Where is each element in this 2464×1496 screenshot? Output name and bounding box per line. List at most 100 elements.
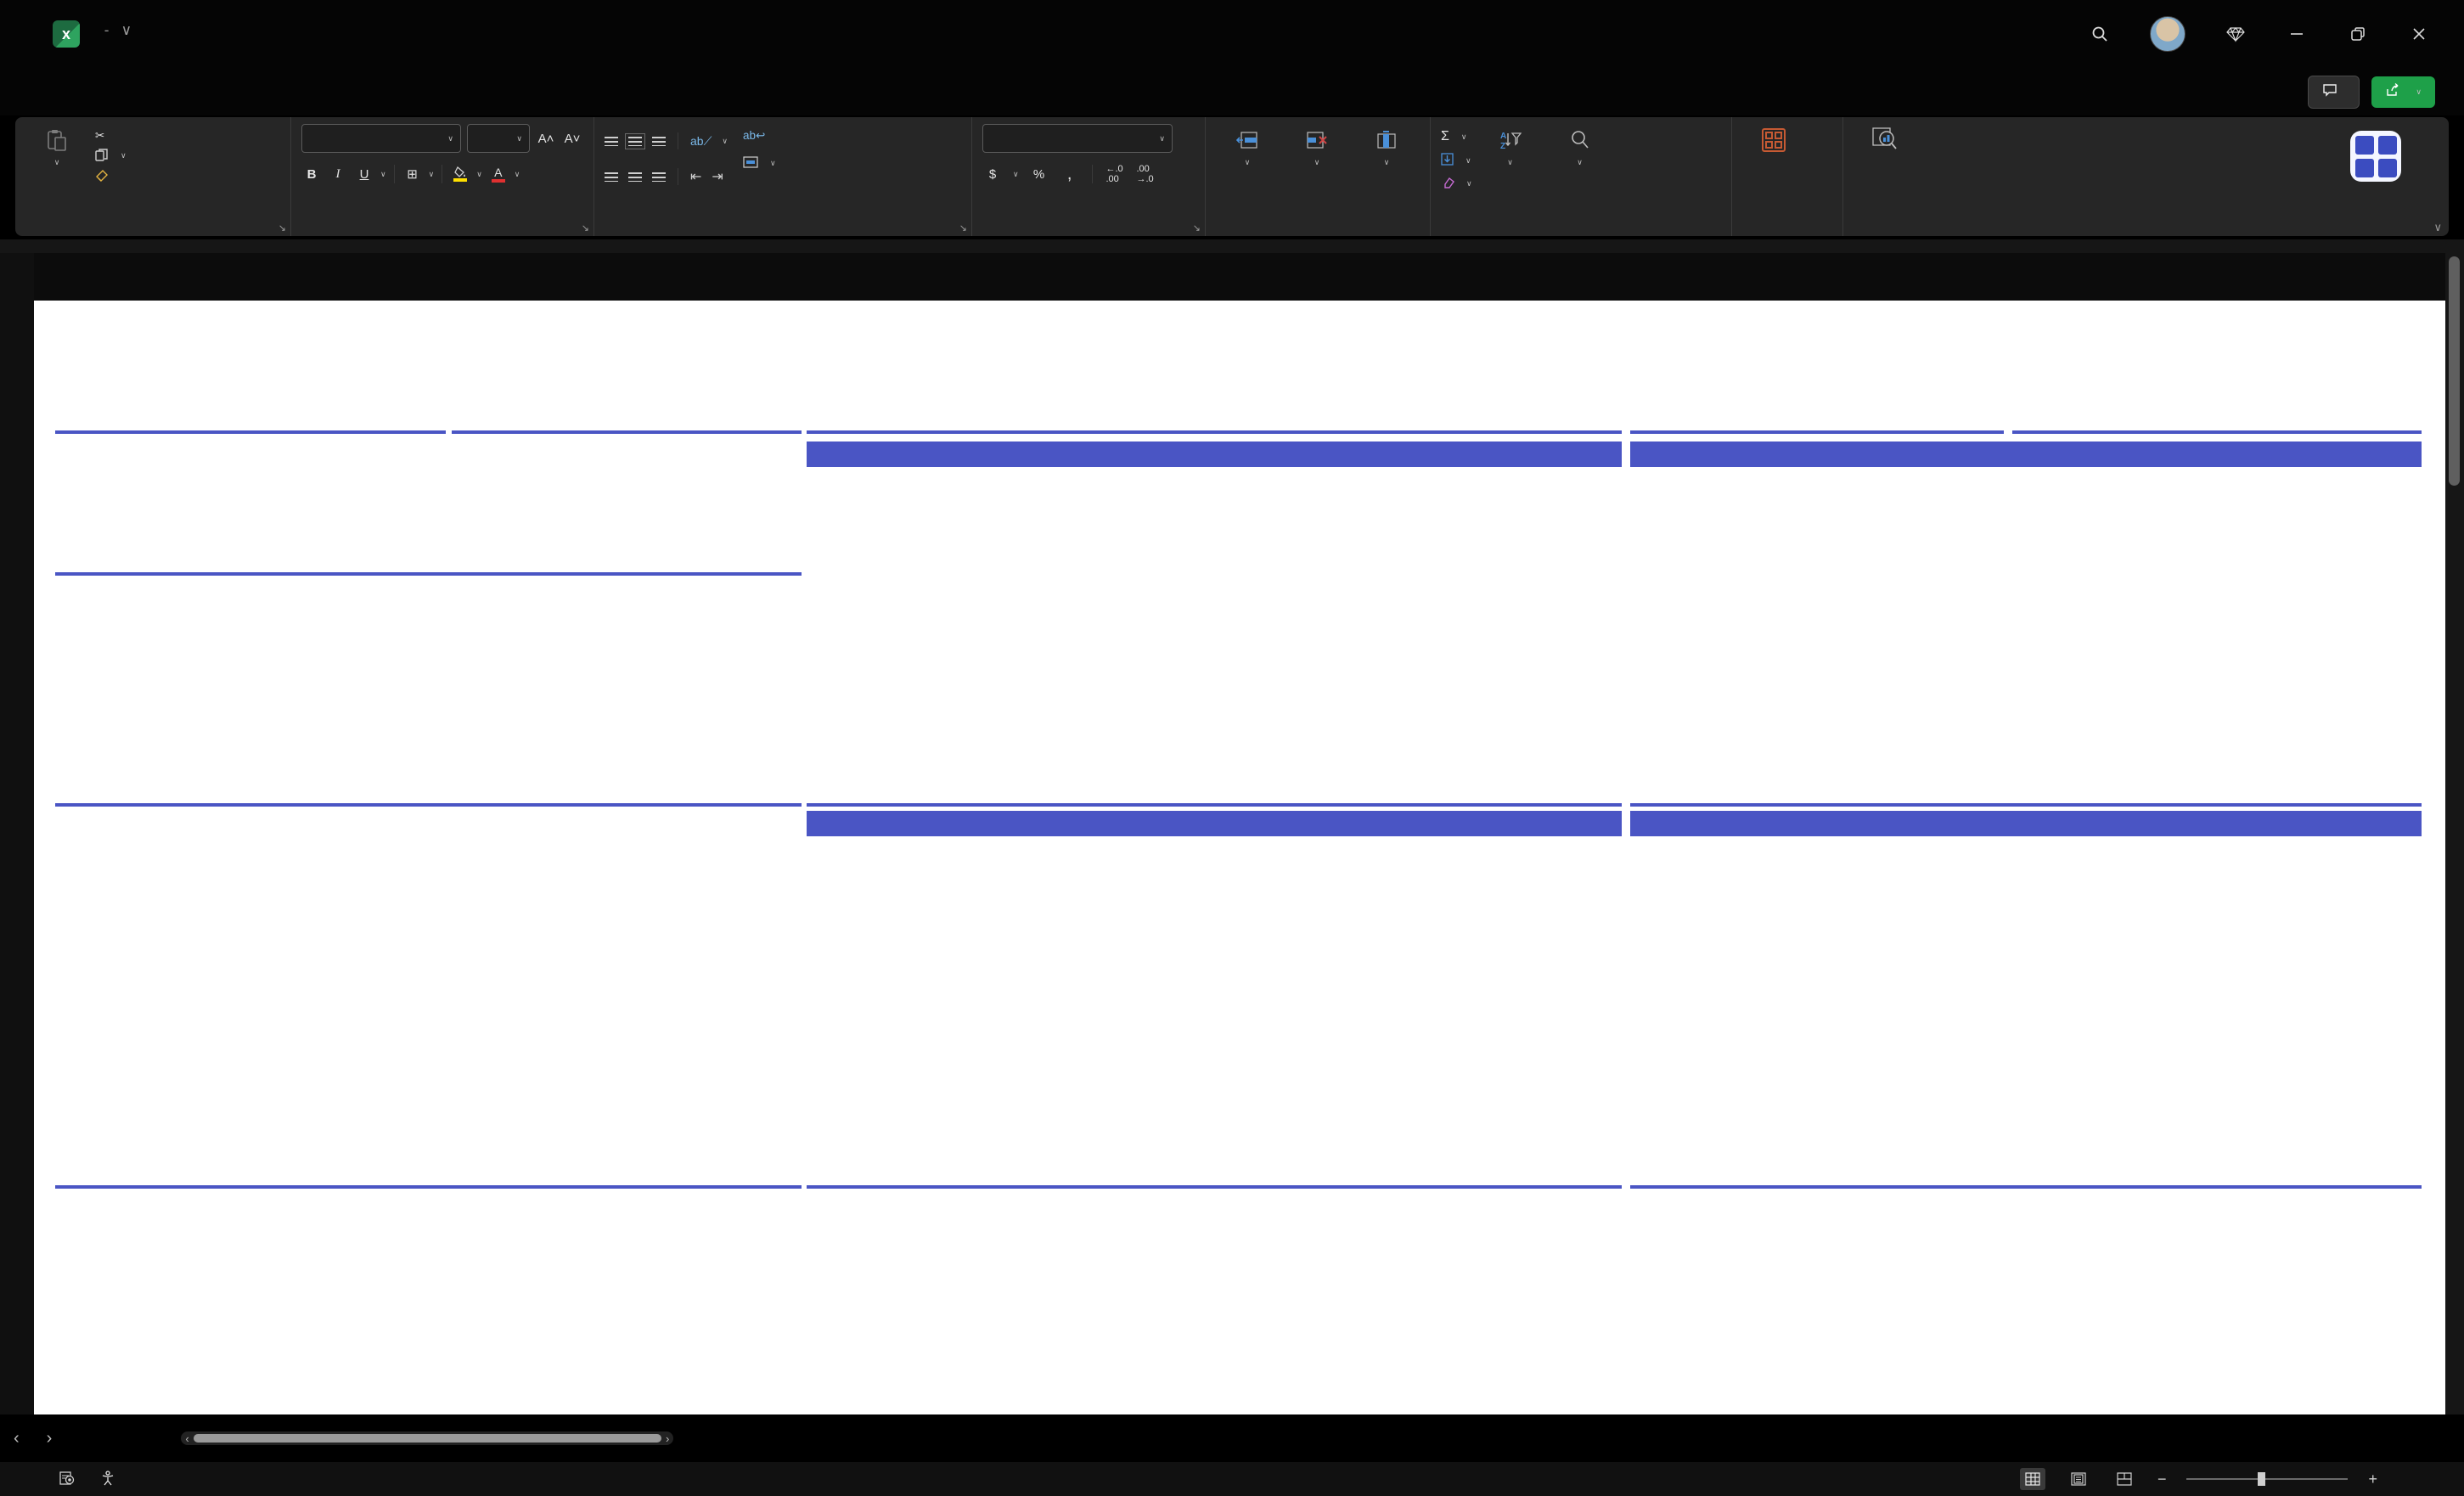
tabs-scroll-right-icon[interactable]: › [46, 1428, 53, 1448]
autosum-button[interactable]: Σ ∨ [1441, 129, 1467, 143]
find-select-button[interactable]: ∨ [1549, 124, 1612, 219]
fill-color-button[interactable] [450, 163, 470, 185]
format-painter-button[interactable] [95, 169, 127, 185]
font-color-button[interactable]: A [488, 163, 509, 185]
align-middle-icon[interactable] [625, 132, 645, 149]
chevron-down-icon: ∨ [447, 133, 453, 143]
close-button[interactable] [2408, 23, 2430, 45]
minimize-button[interactable] [2286, 23, 2308, 45]
zoom-out-button[interactable]: − [2157, 1470, 2167, 1488]
page-break-view-button[interactable] [2112, 1468, 2137, 1490]
fill-down-icon [1441, 153, 1454, 168]
eraser-icon [1441, 177, 1454, 191]
font-size-select[interactable]: ∨ [467, 124, 530, 153]
paste-button[interactable]: ∨ [25, 124, 88, 219]
bold-button[interactable]: B [307, 166, 317, 182]
format-cells-button[interactable]: ∨ [1355, 124, 1418, 219]
macro-record-icon[interactable] [59, 1471, 75, 1488]
premium-diamond-icon[interactable] [2225, 23, 2247, 45]
cash-flow-plot [807, 836, 1622, 1189]
comma-style-button[interactable]: , [1066, 164, 1072, 183]
tabs-scroll-left-icon[interactable]: ‹ [14, 1428, 20, 1448]
excel-app-icon: x [53, 20, 80, 48]
restore-button[interactable] [2347, 23, 2369, 45]
align-left-icon[interactable] [605, 172, 618, 182]
normal-view-button[interactable] [2019, 1468, 2045, 1490]
align-top-icon[interactable] [605, 136, 618, 146]
italic-button[interactable]: I [335, 166, 340, 181]
chart-title [807, 811, 1622, 836]
delete-cells-button[interactable]: ∨ [1285, 124, 1348, 219]
analyze-data-icon [1872, 127, 1898, 153]
increase-decimal-button[interactable]: ←.0.00 [1105, 164, 1123, 184]
zoom-in-button[interactable]: + [2368, 1470, 2377, 1488]
magnifier-icon [1570, 127, 1590, 153]
align-right-icon[interactable] [652, 172, 666, 182]
borders-button[interactable]: ⊞ [407, 167, 418, 182]
clipboard-dialog-launcher[interactable]: ↘ [278, 223, 286, 233]
decrease-font-icon[interactable]: A˅ [564, 131, 581, 146]
row-headers[interactable] [0, 253, 32, 1414]
hscroll-right-icon: › [666, 1431, 670, 1445]
zoom-slider-thumb [2258, 1472, 2266, 1486]
increase-font-icon[interactable]: A˄ [537, 131, 554, 146]
finmodelslab-logo [2350, 131, 2418, 182]
share-button[interactable]: ∨ [2371, 76, 2435, 108]
finmodelslab-grid-icon [2350, 131, 2401, 182]
number-format-select[interactable]: ∨ [982, 124, 1173, 153]
search-icon[interactable] [2089, 23, 2111, 45]
revenue-streams-plot [807, 467, 1622, 807]
merge-center-icon [743, 156, 758, 171]
decrease-decimal-button[interactable]: .00 →.0 [1136, 164, 1154, 184]
decrease-indent-icon[interactable]: ⇤ [690, 170, 702, 184]
alignment-dialog-launcher[interactable]: ↘ [959, 223, 967, 233]
general-setup-table [55, 305, 446, 434]
horizontal-scrollbar[interactable]: ‹ › [181, 1431, 674, 1445]
format-painter-icon [95, 169, 109, 185]
sheet-area [0, 253, 2464, 1414]
insert-cells-button[interactable]: ∨ [1216, 124, 1279, 219]
vertical-scrollbar[interactable] [2445, 253, 2464, 1414]
increase-indent-icon[interactable]: ⇥ [712, 170, 723, 184]
alignment-group: ab⟋ ∨ ⇤ ⇥ ab↩ ∨ ↘ [594, 117, 972, 236]
align-bottom-icon[interactable] [652, 136, 666, 146]
addins-button[interactable] [1742, 124, 1805, 219]
fill-button[interactable]: ∨ [1441, 153, 1472, 168]
hscroll-left-icon: ‹ [185, 1431, 189, 1445]
comments-button[interactable] [2308, 75, 2360, 109]
status-bar: − + [0, 1462, 2464, 1496]
analyze-data-button[interactable] [1854, 124, 1916, 219]
chevron-down-icon: ∨ [1159, 133, 1165, 143]
chevron-down-icon: ∨ [516, 133, 522, 143]
number-dialog-launcher[interactable]: ↘ [1192, 223, 1201, 233]
copy-button[interactable]: ∨ [95, 148, 127, 164]
orientation-icon[interactable]: ab⟋ [690, 133, 712, 148]
zoom-slider[interactable] [2186, 1472, 2349, 1486]
percent-style-button[interactable]: % [1032, 166, 1045, 182]
delete-cells-icon [1306, 127, 1328, 153]
wrap-text-button[interactable]: ab↩ [743, 129, 776, 143]
column-headers[interactable] [0, 239, 2464, 254]
profitability-plot [1630, 467, 2422, 807]
align-center-icon[interactable] [628, 172, 642, 182]
font-dialog-launcher[interactable]: ↘ [581, 223, 589, 233]
font-name-select[interactable]: ∨ [301, 124, 461, 153]
comment-icon [2322, 82, 2337, 102]
collapse-ribbon-icon[interactable]: ∨ [2433, 221, 2442, 233]
revenue-streams-chart [807, 441, 1622, 807]
page-layout-view-button[interactable] [2066, 1468, 2091, 1490]
ribbon: ∨ ✂ ∨ ↘ ∨ ∨ A˄ A˅ B I U ∨ ⊞ ∨ [15, 117, 2449, 236]
underline-button[interactable]: U [359, 166, 369, 182]
scenario-multipliers-table [55, 441, 802, 576]
merge-center-button[interactable]: ∨ [743, 156, 776, 171]
cells-group: ∨ ∨ ∨ [1206, 117, 1431, 236]
accounting-format-button[interactable]: $ [988, 166, 997, 182]
cut-button[interactable]: ✂ [95, 129, 127, 143]
user-avatar[interactable] [2150, 16, 2186, 52]
clear-button[interactable]: ∨ [1441, 177, 1472, 191]
profitability-chart [1630, 441, 2422, 807]
